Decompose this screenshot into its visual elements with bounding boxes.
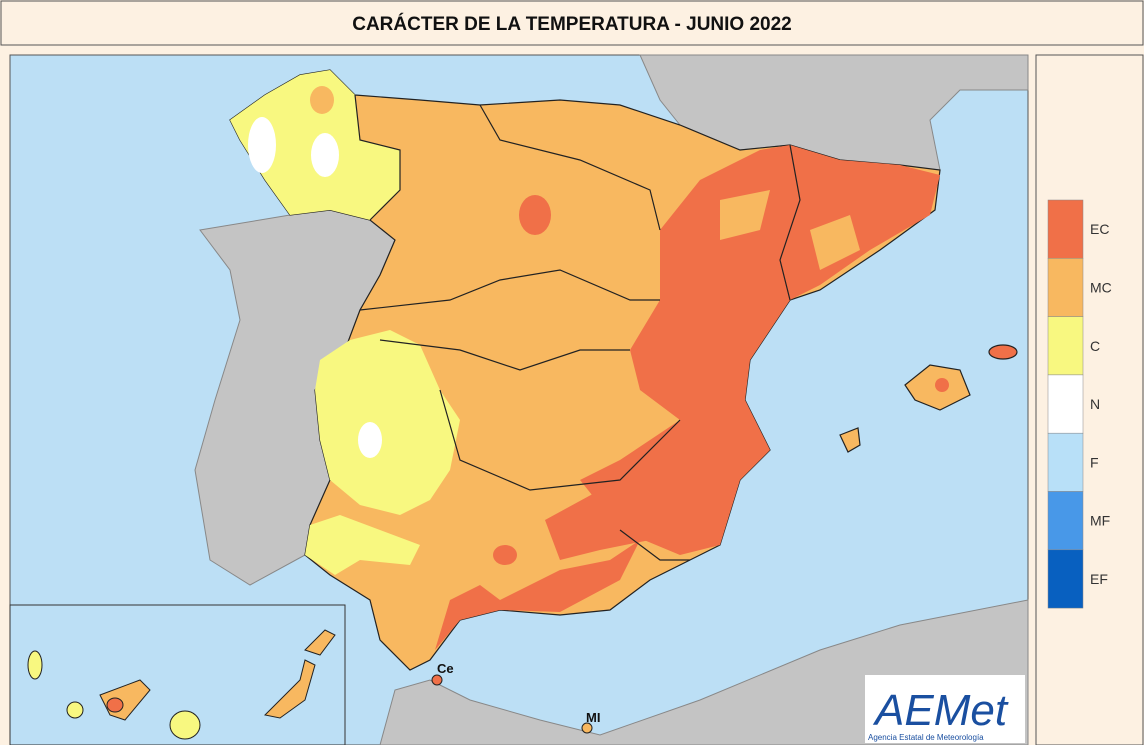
balearics bbox=[839, 344, 1018, 453]
border bbox=[354, 94, 401, 221]
legend-label: MC bbox=[1090, 279, 1112, 295]
legend: EC MC C N F MF EF bbox=[1047, 199, 1112, 609]
legend-swatch bbox=[1047, 549, 1084, 609]
border bbox=[779, 144, 801, 301]
galicia-mc bbox=[310, 86, 334, 114]
extremadura-c bbox=[315, 330, 460, 515]
border bbox=[379, 339, 630, 371]
galicia-n2 bbox=[248, 117, 276, 173]
tenerife-ec bbox=[106, 697, 124, 713]
ibiza bbox=[839, 427, 861, 453]
gran-canaria bbox=[169, 710, 201, 740]
border bbox=[619, 529, 690, 561]
mallorca-ec bbox=[935, 378, 949, 392]
legend-label: EC bbox=[1090, 221, 1109, 237]
south-ec2 bbox=[545, 490, 650, 560]
logo: AEMet bbox=[872, 686, 1009, 735]
border bbox=[359, 269, 660, 311]
canary-islands bbox=[27, 629, 336, 740]
legend-label: C bbox=[1090, 338, 1100, 354]
legend-swatch bbox=[1047, 491, 1084, 551]
east-mc2 bbox=[810, 215, 860, 270]
island bbox=[27, 650, 43, 680]
menorca bbox=[988, 344, 1018, 360]
legend-swatch bbox=[1047, 432, 1084, 492]
place-label: Ce bbox=[437, 661, 454, 676]
huelva-c bbox=[305, 515, 420, 575]
title: CARÁCTER DE LA TEMPERATURA - JUNIO 2022 bbox=[352, 13, 792, 35]
blob-ec bbox=[493, 545, 517, 565]
legend-swatch bbox=[1047, 374, 1084, 434]
ceuta bbox=[431, 674, 443, 686]
title-bar bbox=[0, 0, 1144, 46]
legend-label: F bbox=[1090, 454, 1099, 470]
place-label: MI bbox=[586, 710, 600, 725]
legend-swatch bbox=[1047, 316, 1084, 376]
legend-swatch bbox=[1047, 199, 1084, 259]
south-ec bbox=[435, 540, 640, 650]
legend-label: MF bbox=[1090, 513, 1110, 529]
island bbox=[66, 701, 84, 719]
lanzarote bbox=[304, 629, 336, 656]
border bbox=[479, 104, 661, 231]
extremadura-n bbox=[358, 422, 382, 458]
spain bbox=[229, 69, 941, 671]
blob-ec bbox=[519, 195, 551, 235]
border bbox=[439, 389, 681, 491]
logo-box bbox=[865, 675, 1025, 743]
logo-subtitle: Agencia Estatal de Meteorología bbox=[868, 733, 984, 742]
galicia-n bbox=[311, 133, 339, 177]
legend-swatch bbox=[1047, 258, 1084, 317]
legend-label: N bbox=[1090, 396, 1100, 412]
legend-label: EF bbox=[1090, 571, 1108, 587]
fuerteventura bbox=[263, 659, 316, 719]
melilla bbox=[581, 722, 593, 734]
east-mc bbox=[720, 190, 770, 240]
